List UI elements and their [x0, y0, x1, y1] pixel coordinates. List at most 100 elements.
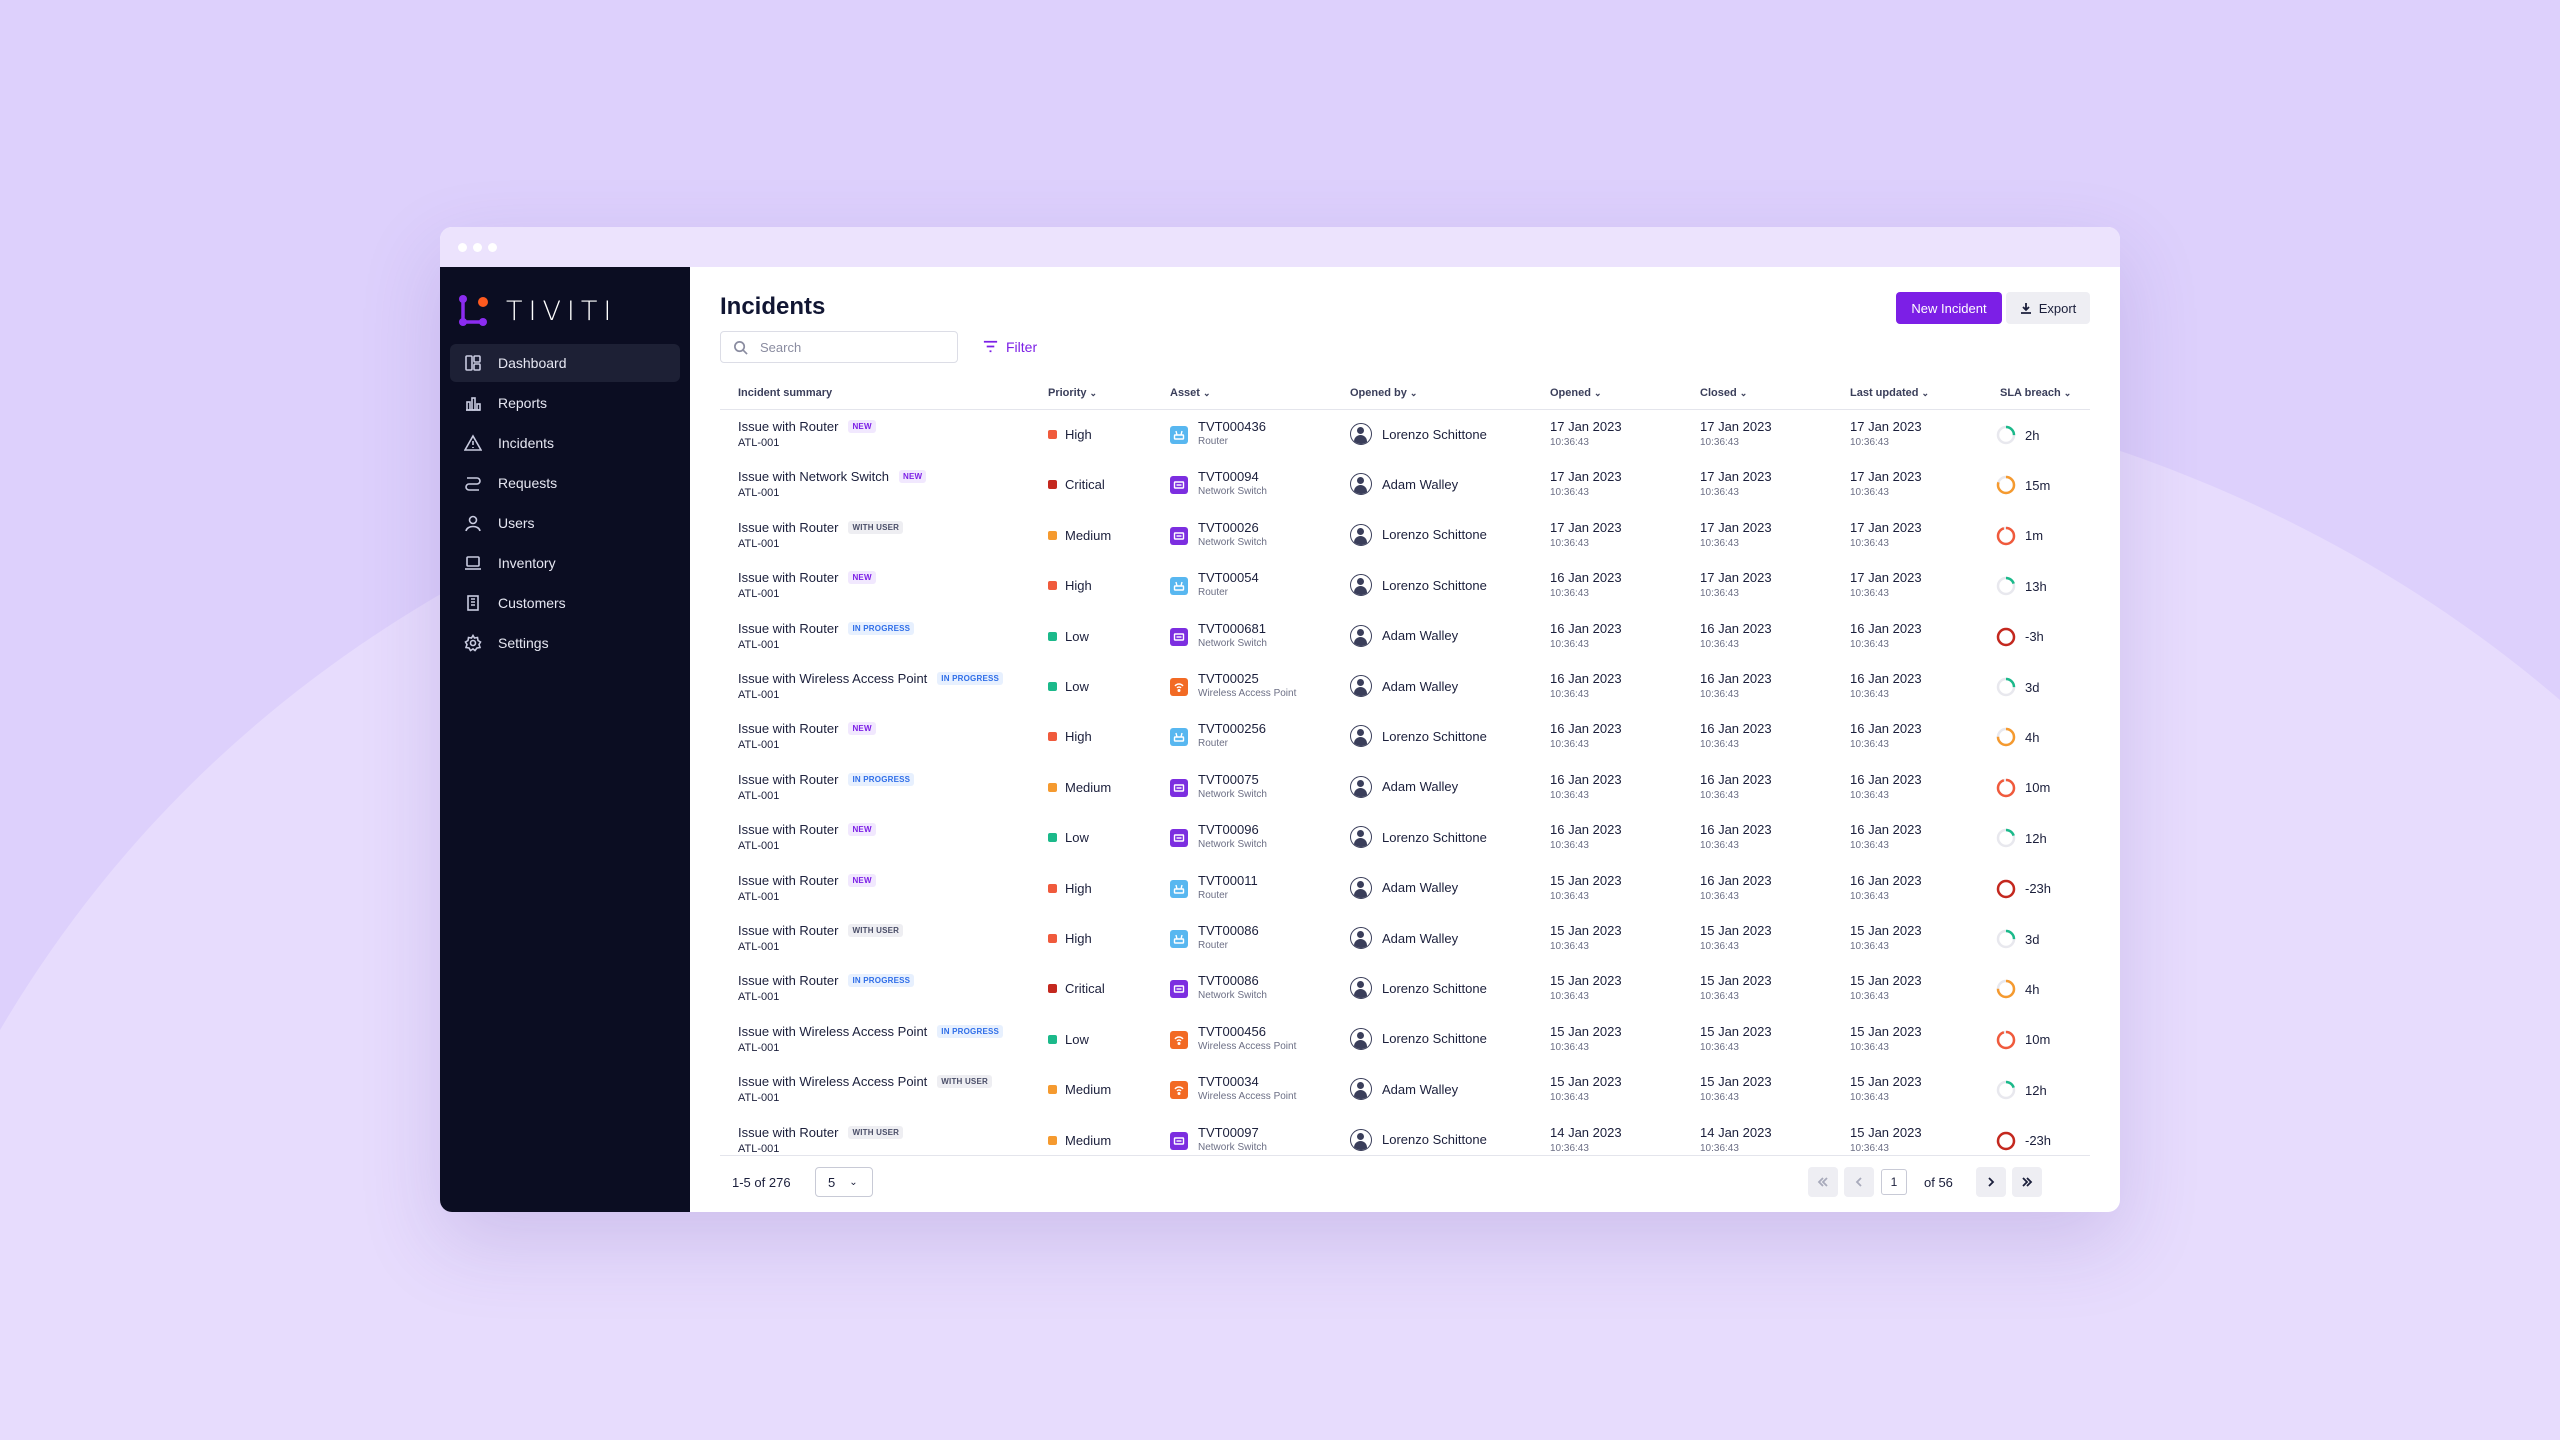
- opened-date: 16 Jan 2023 10:36:43: [1550, 621, 1622, 650]
- incident-title[interactable]: Issue with Router: [738, 872, 839, 888]
- sidebar-item-reports[interactable]: Reports: [450, 384, 680, 422]
- column-header-last-updated[interactable]: Last updated ⌄: [1850, 387, 1929, 399]
- incident-title[interactable]: Issue with Router: [738, 923, 839, 938]
- closed-date: 16 Jan 2023 10:36:43: [1700, 822, 1772, 851]
- opened-date-value: 15 Jan 2023: [1550, 973, 1622, 989]
- sidebar-item-customers[interactable]: Customers: [450, 584, 680, 622]
- sidebar-item-inventory[interactable]: Inventory: [450, 544, 680, 582]
- table-row[interactable]: Issue with Router NEW ATL-001 High TVT000436…: [720, 410, 2090, 460]
- asset-id[interactable]: TVT00086: [1198, 923, 1259, 938]
- table-row[interactable]: Issue with Wireless Access Point WITH USE…: [720, 1065, 2090, 1115]
- table-row[interactable]: Issue with Wireless Access Point IN PROGR…: [720, 662, 2090, 712]
- opened-by: Adam Walley: [1350, 876, 1458, 899]
- updated-time-value: 10:36:43: [1850, 1142, 1889, 1154]
- page-number-input[interactable]: [1881, 1169, 1907, 1195]
- status-badge: WITH USER: [848, 520, 904, 534]
- incident-title[interactable]: Issue with Wireless Access Point: [738, 671, 928, 686]
- asset-id[interactable]: TVT00034: [1198, 1074, 1259, 1090]
- incident-title[interactable]: Issue with Router: [738, 1124, 839, 1140]
- asset-id[interactable]: TVT000256: [1198, 721, 1266, 737]
- incident-title[interactable]: Issue with Router: [738, 973, 839, 989]
- table-row[interactable]: Issue with Router WITH USER ATL-001 Medium T…: [720, 511, 2090, 561]
- prev-page-button[interactable]: [1844, 1167, 1874, 1197]
- opened-date: 16 Jan 2023 10:36:43: [1550, 822, 1622, 851]
- asset-id[interactable]: TVT00026: [1198, 519, 1259, 535]
- search-box[interactable]: [720, 331, 958, 363]
- incident-title[interactable]: Issue with Router: [738, 419, 839, 434]
- table-row[interactable]: Issue with Router IN PROGRESS ATL-001 Mediu…: [720, 763, 2090, 813]
- column-header-sla-breach[interactable]: SLA breach ⌄: [2000, 387, 2071, 399]
- asset-id[interactable]: TVT00086: [1198, 973, 1259, 989]
- avatar: [1350, 624, 1372, 647]
- column-header-incident-summary[interactable]: Incident summary: [738, 387, 832, 399]
- priority: Medium: [1048, 1082, 1111, 1097]
- incident-title[interactable]: Issue with Router: [738, 721, 839, 737]
- column-header-asset[interactable]: Asset ⌄: [1170, 387, 1211, 399]
- asset-id[interactable]: TVT00097: [1198, 1124, 1259, 1140]
- sidebar-item-users[interactable]: Users: [450, 504, 680, 542]
- incident-title[interactable]: Issue with Network Switch: [738, 469, 889, 485]
- asset-id[interactable]: TVT00025: [1198, 671, 1259, 686]
- incident-title[interactable]: Issue with Router: [738, 519, 839, 535]
- table-row[interactable]: Issue with Wireless Access Point IN PROGR…: [720, 1015, 2090, 1065]
- sidebar-item-dashboard[interactable]: Dashboard: [450, 344, 680, 382]
- asset-id[interactable]: TVT000681: [1198, 620, 1266, 636]
- per-page-select[interactable]: 5 ⌄: [815, 1167, 873, 1197]
- asset-id[interactable]: TVT00054: [1198, 570, 1259, 586]
- column-header-priority[interactable]: Priority ⌄: [1048, 387, 1097, 399]
- router-icon: [1170, 930, 1188, 948]
- first-page-button[interactable]: [1808, 1167, 1838, 1197]
- column-header-opened[interactable]: Opened ⌄: [1550, 387, 1602, 399]
- network-switch-icon: [1170, 627, 1188, 646]
- brand-logo[interactable]: TIVITI: [456, 293, 617, 329]
- opened-date-value: 15 Jan 2023: [1550, 872, 1622, 888]
- incident-title[interactable]: Issue with Wireless Access Point: [738, 1023, 928, 1039]
- incident-title[interactable]: Issue with Router: [738, 570, 839, 586]
- incident-summary: Issue with Router NEW ATL-001: [738, 822, 876, 852]
- next-page-button[interactable]: [1976, 1167, 2006, 1197]
- search-input[interactable]: [758, 338, 942, 356]
- table-row[interactable]: Issue with Router WITH USER ATL-001 High TVT…: [720, 914, 2090, 964]
- filter-button[interactable]: Filter: [982, 338, 1037, 355]
- column-header-opened-by[interactable]: Opened by ⌄: [1350, 387, 1417, 399]
- asset-id[interactable]: TVT00075: [1198, 771, 1259, 787]
- table-row[interactable]: Issue with Router WITH USER ATL-001 Medium T…: [720, 1116, 2090, 1166]
- asset: TVT000256 Router: [1170, 721, 1266, 749]
- incident-title[interactable]: Issue with Router: [738, 620, 839, 636]
- column-header-closed[interactable]: Closed ⌄: [1700, 387, 1747, 399]
- network-switch-icon: [1170, 526, 1188, 545]
- incident-summary: Issue with Router NEW ATL-001: [738, 721, 876, 751]
- asset: TVT00086 Router: [1170, 923, 1259, 951]
- priority-indicator: [1048, 984, 1057, 994]
- table-row[interactable]: Issue with Router NEW ATL-001 High TVT00054 R…: [720, 561, 2090, 611]
- closed-date: 15 Jan 2023 10:36:43: [1700, 923, 1772, 952]
- sidebar-item-requests[interactable]: Requests: [450, 464, 680, 502]
- new-incident-button[interactable]: New Incident: [1896, 292, 2002, 324]
- bar-chart-icon: [462, 392, 484, 414]
- sidebar-item-settings[interactable]: Settings: [450, 624, 680, 662]
- asset-id[interactable]: TVT00094: [1198, 469, 1259, 485]
- sidebar-item-incidents[interactable]: Incidents: [450, 424, 680, 462]
- incident-title[interactable]: Issue with Wireless Access Point: [738, 1074, 928, 1090]
- asset-id[interactable]: TVT000436: [1198, 419, 1266, 434]
- table-row[interactable]: Issue with Router NEW ATL-001 High TVT000256…: [720, 712, 2090, 762]
- table-row[interactable]: Issue with Router IN PROGRESS ATL-001 Low TV…: [720, 612, 2090, 662]
- network-switch-icon: [1170, 778, 1188, 797]
- asset-id[interactable]: TVT000456: [1198, 1023, 1266, 1039]
- table-row[interactable]: Issue with Router IN PROGRESS ATL-001 Criti…: [720, 964, 2090, 1014]
- closed-date: 15 Jan 2023 10:36:43: [1700, 1024, 1772, 1053]
- asset-id[interactable]: TVT00096: [1198, 822, 1259, 838]
- asset-id[interactable]: TVT00011: [1198, 872, 1258, 888]
- incident-title[interactable]: Issue with Router: [738, 771, 839, 787]
- last-updated: 16 Jan 2023 10:36:43: [1850, 822, 1922, 851]
- last-page-button[interactable]: [2012, 1167, 2042, 1197]
- table-row[interactable]: Issue with Router NEW ATL-001 Low TVT00096 Ne…: [720, 813, 2090, 863]
- access-point-icon: [1170, 1030, 1188, 1049]
- incident-title[interactable]: Issue with Router: [738, 822, 839, 838]
- table-row[interactable]: Issue with Router NEW ATL-001 High TVT00011 R…: [720, 864, 2090, 914]
- export-button[interactable]: Export: [2006, 292, 2090, 324]
- access-point-icon: [1170, 1081, 1188, 1100]
- window-dot: [488, 243, 497, 252]
- table-row[interactable]: Issue with Network Switch NEW ATL-001 Criti…: [720, 460, 2090, 510]
- priority: Low: [1048, 629, 1089, 644]
